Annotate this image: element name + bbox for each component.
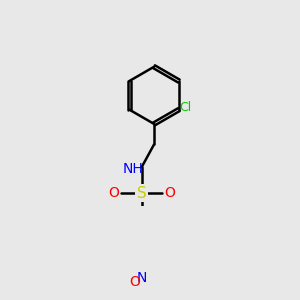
Text: O: O [129,275,140,289]
Text: NH: NH [122,162,143,176]
Text: Cl: Cl [179,101,191,114]
Text: N: N [136,271,147,285]
Text: O: O [109,186,119,200]
Text: S: S [137,186,147,201]
Text: O: O [164,186,175,200]
